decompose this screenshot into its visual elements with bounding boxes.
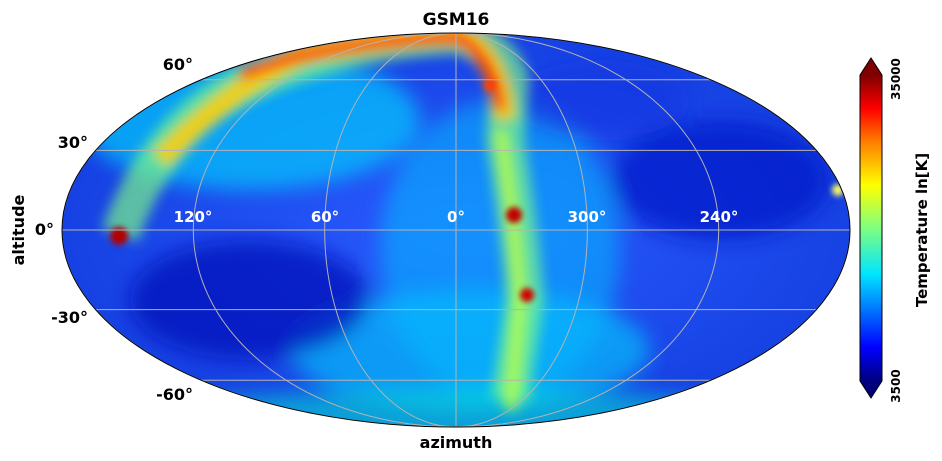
y-axis-label: altitude	[9, 194, 28, 265]
az-tick-label: 0°	[447, 208, 465, 226]
az-tick-label: 120°	[174, 208, 213, 226]
cold-region-top	[510, 60, 690, 140]
galactic-plane-emission	[102, 33, 545, 411]
alt-tick-label: -30°	[51, 308, 88, 327]
alt-tick-label: 0°	[35, 220, 54, 239]
colorbar-max-label: 35000	[889, 58, 903, 100]
grid-meridian	[455, 33, 720, 427]
altitude-tick-labels: 60° 30° 0° -30° -60°	[35, 55, 193, 404]
northern-arc-peak	[237, 33, 506, 111]
alt-tick-label: 60°	[163, 55, 193, 74]
colorbar-label: Temperature ln[K]	[913, 153, 931, 307]
bright-source-south	[520, 288, 534, 302]
colorbar: 35000 3500 Temperature ln[K]	[859, 57, 931, 403]
colorbar-outline	[859, 57, 883, 399]
central-spur	[493, 128, 528, 411]
colorbar-extend-top	[860, 58, 882, 75]
bright-source-north	[484, 79, 496, 91]
grid-meridian	[455, 33, 588, 427]
bright-source-west	[110, 227, 128, 245]
alt-tick-label: -60°	[156, 385, 193, 404]
az-tick-label: 240°	[700, 208, 739, 226]
grid-meridian	[192, 33, 457, 427]
x-axis-label: azimuth	[420, 433, 493, 452]
map-outline	[61, 32, 851, 428]
bright-source-center	[506, 207, 522, 223]
chart-title: GSM16	[423, 10, 490, 30]
az-tick-label: 60°	[311, 208, 339, 226]
point-sources	[110, 79, 844, 302]
az-tick-label: 300°	[568, 208, 607, 226]
colorbar-min-label: 3500	[889, 369, 903, 402]
grid-meridian	[324, 33, 457, 427]
colorbar-gradient	[860, 75, 882, 381]
halo-center-band	[380, 100, 620, 400]
azimuth-tick-labels: 120° 60° 0° 300° 240°	[174, 208, 739, 226]
cold-region-left	[130, 240, 370, 360]
alt-tick-label: 30°	[58, 133, 88, 152]
colorbar-extend-bottom	[860, 381, 882, 398]
